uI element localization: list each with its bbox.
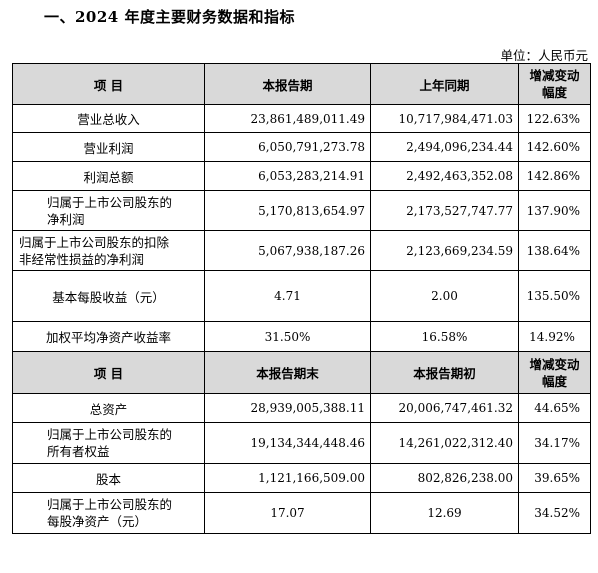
- current-value: 19,134,344,448.46: [204, 422, 371, 464]
- prior-value: 2,123,669,234.59: [370, 230, 519, 271]
- current-value: 5,067,938,187.26: [204, 230, 371, 271]
- table-row: 归属于上市公司股东的 所有者权益 19,134,344,448.46 14,261…: [12, 422, 591, 464]
- current-value: 1,121,166,509.00: [204, 463, 371, 493]
- row-label-line2: 每股净资产（元）: [47, 514, 148, 529]
- table-row: 营业利润 6,050,791,273.78 2,494,096,234.44 1…: [12, 132, 591, 162]
- header-period-start: 本报告期初: [370, 351, 519, 394]
- prior-value: 2,173,527,747.77: [370, 190, 519, 231]
- row-label: 利润总额: [12, 161, 205, 191]
- table-row: 营业总收入 23,861,489,011.49 10,717,984,471.0…: [12, 104, 591, 133]
- financial-data-table: 项 目 本报告期 上年同期 增减变动幅度 营业总收入 23,861,489,01…: [12, 63, 591, 534]
- current-value: 28,939,005,388.11: [204, 393, 371, 423]
- table-row: 股本 1,121,166,509.00 802,826,238.00 39.65…: [12, 463, 591, 493]
- current-value: 4.71: [204, 270, 371, 322]
- section-heading: 一、2024 年度主要财务数据和指标: [44, 8, 295, 26]
- header-item: 项 目: [12, 351, 205, 394]
- change-value: 14.92%: [518, 321, 591, 352]
- change-value: 142.86%: [518, 161, 591, 191]
- prior-value: 802,826,238.00: [370, 463, 519, 493]
- row-label-line2: 所有者权益: [47, 444, 110, 459]
- change-value: 34.17%: [518, 422, 591, 464]
- change-value: 39.65%: [518, 463, 591, 493]
- table-row: 总资产 28,939,005,388.11 20,006,747,461.32 …: [12, 393, 591, 423]
- current-value: 23,861,489,011.49: [204, 104, 371, 133]
- change-value: 44.65%: [518, 393, 591, 423]
- current-value: 17.07: [204, 492, 371, 534]
- row-label-line1: 归属于上市公司股东的扣除: [19, 234, 170, 250]
- unit-label: 单位：人民币元: [500, 48, 588, 63]
- table-row: 归属于上市公司股东的扣除 非经常性损益的净利润 5,067,938,187.26 …: [12, 230, 591, 271]
- header-change: 增减变动幅度: [518, 351, 591, 394]
- row-label: 营业利润: [12, 132, 205, 162]
- row-label: 营业总收入: [12, 104, 205, 133]
- row-label: 基本每股收益（元）: [12, 270, 205, 322]
- row-label-line1: 归属于上市公司股东的: [47, 497, 173, 512]
- row-label: 股本: [12, 463, 205, 493]
- prior-value: 16.58%: [370, 321, 519, 352]
- table-row: 利润总额 6,053,283,214.91 2,492,463,352.08 1…: [12, 161, 591, 191]
- change-value: 135.50%: [518, 270, 591, 322]
- change-value: 137.90%: [518, 190, 591, 231]
- current-value: 31.50%: [204, 321, 371, 352]
- row-label: 归属于上市公司股东的 所有者权益: [12, 422, 205, 464]
- prior-value: 2,492,463,352.08: [370, 161, 519, 191]
- table-row: 基本每股收益（元） 4.71 2.00 135.50%: [12, 270, 591, 322]
- row-label: 加权平均净资产收益率: [12, 321, 205, 352]
- table1-header-row: 项 目 本报告期 上年同期 增减变动幅度: [12, 63, 591, 105]
- row-label: 归属于上市公司股东的 净利润: [12, 190, 205, 231]
- row-label: 归属于上市公司股东的 每股净资产（元）: [12, 492, 205, 534]
- prior-value: 2.00: [370, 270, 519, 322]
- row-label-line2: 净利润: [47, 211, 85, 227]
- header-change: 增减变动幅度: [518, 63, 591, 105]
- header-item: 项 目: [12, 63, 205, 105]
- prior-value: 10,717,984,471.03: [370, 104, 519, 133]
- change-value: 138.64%: [518, 230, 591, 271]
- change-value: 34.52%: [518, 492, 591, 534]
- row-label-line2: 非经常性损益的净利润: [19, 251, 145, 267]
- prior-value: 12.69: [370, 492, 519, 534]
- change-value: 122.63%: [518, 104, 591, 133]
- change-value: 142.60%: [518, 132, 591, 162]
- table-row: 归属于上市公司股东的 每股净资产（元） 17.07 12.69 34.52%: [12, 492, 591, 534]
- table-row: 加权平均净资产收益率 31.50% 16.58% 14.92%: [12, 321, 591, 352]
- prior-value: 14,261,022,312.40: [370, 422, 519, 464]
- row-label-line1: 归属于上市公司股东的: [47, 427, 173, 442]
- table2-header-row: 项 目 本报告期末 本报告期初 增减变动幅度: [12, 351, 591, 394]
- row-label: 总资产: [12, 393, 205, 423]
- current-value: 6,053,283,214.91: [204, 161, 371, 191]
- header-period-end: 本报告期末: [204, 351, 371, 394]
- header-current-period: 本报告期: [204, 63, 371, 105]
- row-label-line1: 归属于上市公司股东的: [47, 194, 173, 210]
- table-row: 归属于上市公司股东的 净利润 5,170,813,654.97 2,173,527…: [12, 190, 591, 231]
- current-value: 5,170,813,654.97: [204, 190, 371, 231]
- header-prior-period: 上年同期: [370, 63, 519, 105]
- row-label: 归属于上市公司股东的扣除 非经常性损益的净利润: [12, 230, 205, 271]
- current-value: 6,050,791,273.78: [204, 132, 371, 162]
- prior-value: 20,006,747,461.32: [370, 393, 519, 423]
- prior-value: 2,494,096,234.44: [370, 132, 519, 162]
